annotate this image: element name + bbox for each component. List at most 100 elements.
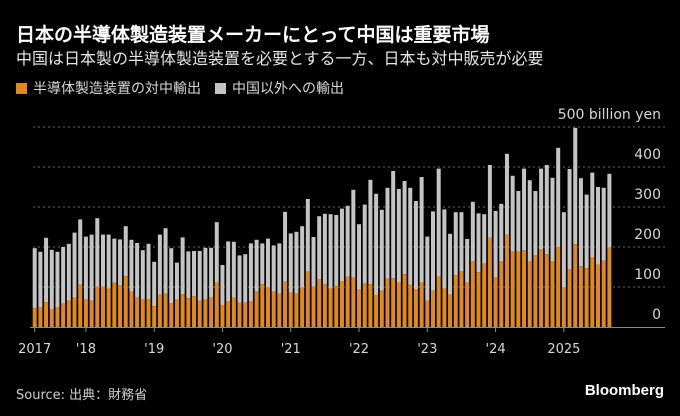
bar-china (44, 302, 49, 327)
bar-other (237, 255, 242, 303)
bar-other (260, 243, 265, 285)
bar-china (226, 301, 231, 327)
bar-other (374, 193, 379, 295)
bar-china (482, 263, 487, 327)
bar-china (391, 278, 396, 327)
bar-other (550, 177, 555, 262)
bar-other (322, 213, 327, 285)
bar-china (402, 274, 407, 327)
bar-china (203, 299, 208, 327)
bar-other (425, 236, 430, 301)
bar-other (448, 233, 453, 295)
bar-other (396, 189, 401, 283)
bar-china (362, 283, 367, 327)
bar-china (448, 294, 453, 327)
bar-china (254, 291, 259, 327)
bar-other (226, 241, 231, 302)
bar-other (578, 178, 583, 267)
bar-other (72, 232, 77, 298)
bar-other (169, 248, 174, 303)
bar-china (78, 284, 83, 327)
bar-other (317, 216, 322, 280)
bar-other (339, 208, 344, 281)
bar-china (556, 247, 561, 327)
chart-title: 日本の半導体製造装置メーカーにとって中国は重要市場 (16, 24, 490, 46)
bar-china (265, 287, 270, 327)
bar-china (197, 300, 202, 327)
bar-china (561, 287, 566, 327)
bar-china (499, 261, 504, 327)
bar-china (339, 281, 344, 327)
bar-china (288, 292, 293, 327)
bar-china (317, 279, 322, 327)
bar-china (431, 290, 435, 327)
bar-china (533, 255, 538, 327)
bar-china (163, 293, 168, 327)
bar-other (533, 191, 538, 255)
bar-china (231, 297, 236, 327)
legend-swatch-china (16, 82, 27, 94)
bar-other (220, 265, 225, 306)
bar-other (482, 214, 487, 264)
bar-other (265, 238, 270, 288)
x-tick-label: '24 (486, 342, 506, 357)
bar-china (32, 308, 37, 327)
bar-china (146, 299, 151, 327)
bar-china (550, 261, 555, 327)
bar-china (271, 291, 276, 327)
bar-china (112, 282, 117, 327)
bar-china (459, 271, 464, 327)
bar-other (573, 127, 578, 245)
bar-other (186, 251, 191, 299)
bar-other (197, 251, 202, 301)
bar-other (596, 187, 601, 265)
bar-china (379, 290, 384, 327)
x-tick-label: '23 (417, 342, 437, 357)
bar-china (72, 297, 77, 327)
bar-china (413, 289, 418, 327)
bar-other (442, 209, 447, 289)
bar-china (55, 307, 60, 327)
bar-other (49, 249, 54, 310)
bar-other (556, 147, 561, 247)
bar-other (288, 233, 293, 293)
bar-china (157, 294, 162, 327)
y-tick-label: 300 (634, 187, 661, 203)
bar-china (504, 234, 509, 327)
chart-subtitle: 中国は日本製の半導体製造装置を必要とする一方、日本も対中販売が必要 (16, 49, 544, 68)
bar-other (55, 251, 60, 307)
bar-other (561, 212, 566, 288)
bar-other (590, 172, 595, 257)
bar-china (516, 251, 521, 327)
bar-china (95, 286, 100, 327)
bar-other (95, 218, 100, 287)
bar-china (351, 277, 356, 327)
bar-china (192, 296, 197, 327)
x-tick-label: '21 (281, 342, 301, 357)
bar-china (106, 288, 111, 327)
bar-other (544, 165, 549, 255)
bar-china (322, 284, 327, 327)
bar-other (391, 171, 396, 279)
bar-other (385, 187, 390, 279)
bar-other (436, 168, 441, 277)
bar-china (283, 281, 288, 327)
bar-other (140, 250, 145, 300)
bar-other (271, 245, 276, 292)
bar-other (419, 177, 424, 283)
bar-china (38, 307, 43, 327)
bar-china (209, 297, 214, 327)
bar-china (83, 299, 88, 327)
bar-china (522, 250, 527, 327)
bar-other (357, 224, 362, 290)
bar-other (431, 211, 435, 291)
bar-other (248, 243, 253, 302)
legend: 半導体製造装置の対中輸出 中国以外への輸出 (16, 78, 344, 98)
bar-other (607, 173, 612, 248)
bloomberg-logo: Bloomberg (584, 382, 664, 399)
bar-other (174, 262, 179, 300)
bar-other (283, 211, 288, 282)
y-tick-label: 0 (652, 307, 661, 323)
bar-other (601, 187, 606, 261)
bar-china (186, 298, 191, 327)
